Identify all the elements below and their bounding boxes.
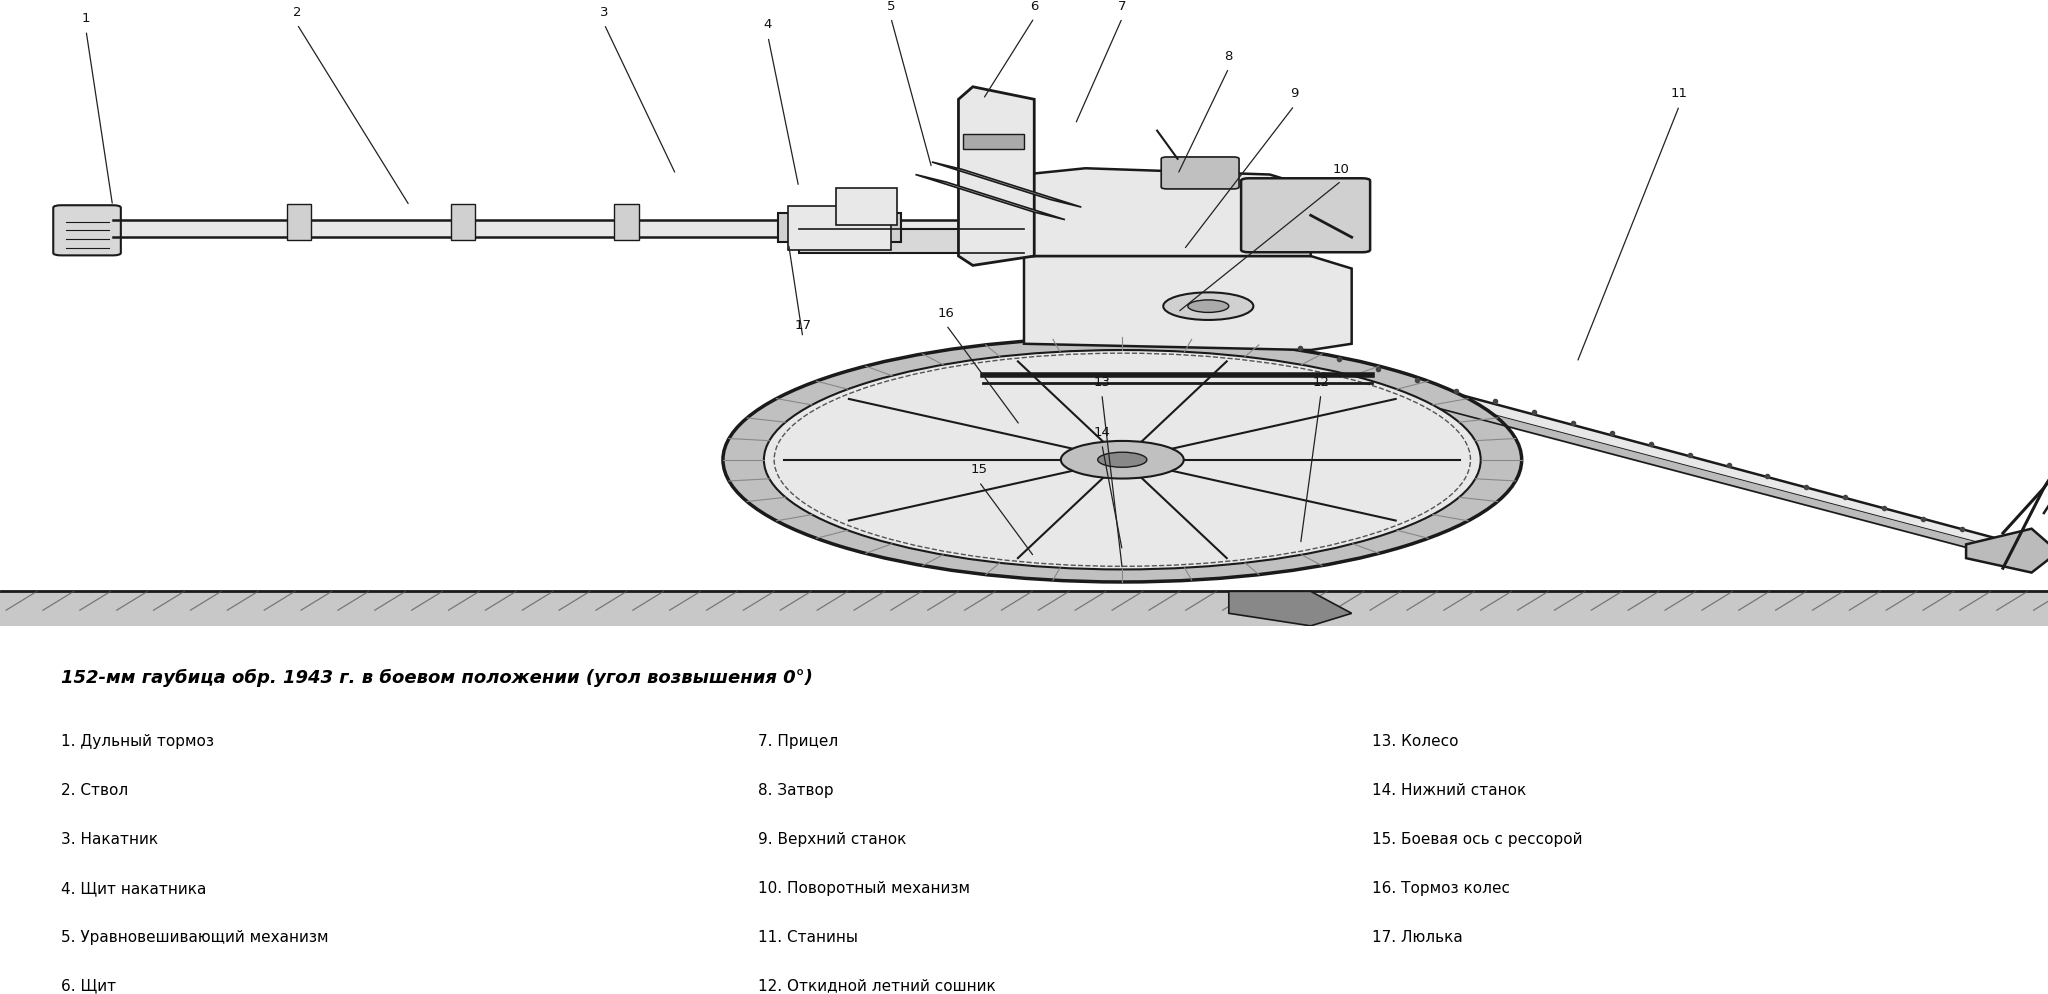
Text: 2. Ствол: 2. Ствол xyxy=(61,782,129,797)
Text: 8. Затвор: 8. Затвор xyxy=(758,782,834,797)
Text: 15: 15 xyxy=(971,463,987,476)
Text: 4. Щит накатника: 4. Щит накатника xyxy=(61,880,207,895)
FancyBboxPatch shape xyxy=(614,205,639,242)
FancyBboxPatch shape xyxy=(778,214,901,243)
Text: 10: 10 xyxy=(1333,162,1350,175)
Text: 9. Верхний станок: 9. Верхний станок xyxy=(758,831,905,846)
Circle shape xyxy=(723,338,1522,582)
FancyBboxPatch shape xyxy=(287,205,311,242)
Text: 11. Станины: 11. Станины xyxy=(758,928,858,944)
FancyBboxPatch shape xyxy=(1161,158,1239,190)
Text: 8: 8 xyxy=(1225,50,1233,63)
Text: 14. Нижний станок: 14. Нижний станок xyxy=(1372,782,1526,797)
Circle shape xyxy=(1098,452,1147,468)
Text: 6. Щит: 6. Щит xyxy=(61,978,117,993)
FancyBboxPatch shape xyxy=(836,189,897,226)
Polygon shape xyxy=(932,163,1081,208)
FancyBboxPatch shape xyxy=(1241,179,1370,253)
Polygon shape xyxy=(1270,345,2007,551)
FancyBboxPatch shape xyxy=(53,206,121,256)
FancyBboxPatch shape xyxy=(788,207,891,250)
Text: 1: 1 xyxy=(82,12,90,25)
Text: 17. Люлька: 17. Люлька xyxy=(1372,928,1462,944)
Text: 10. Поворотный механизм: 10. Поворотный механизм xyxy=(758,880,971,895)
Text: 12. Откидной летний сошник: 12. Откидной летний сошник xyxy=(758,978,995,993)
Text: 16. Тормоз колес: 16. Тормоз колес xyxy=(1372,880,1509,895)
Text: 6: 6 xyxy=(1030,0,1038,13)
Text: 3. Накатник: 3. Накатник xyxy=(61,831,158,846)
Text: 15. Боевая ось с рессорой: 15. Боевая ось с рессорой xyxy=(1372,831,1583,846)
Circle shape xyxy=(1163,293,1253,321)
Text: 7: 7 xyxy=(1118,0,1126,13)
Circle shape xyxy=(1061,441,1184,479)
Text: 7. Прицел: 7. Прицел xyxy=(758,734,838,748)
FancyBboxPatch shape xyxy=(799,230,963,253)
Text: 12: 12 xyxy=(1313,376,1329,389)
Polygon shape xyxy=(1966,529,2048,573)
Text: 13: 13 xyxy=(1094,376,1110,389)
Text: 9: 9 xyxy=(1290,87,1298,100)
Polygon shape xyxy=(915,175,1065,221)
Text: 152-мм гаубица обр. 1943 г. в боевом положении (угол возвышения 0°): 152-мм гаубица обр. 1943 г. в боевом пол… xyxy=(61,668,813,687)
Polygon shape xyxy=(1229,591,1352,626)
Text: 4: 4 xyxy=(764,18,772,31)
FancyBboxPatch shape xyxy=(963,134,1024,150)
Circle shape xyxy=(764,351,1481,570)
Text: 16: 16 xyxy=(938,306,954,319)
Text: 17: 17 xyxy=(795,319,811,332)
Polygon shape xyxy=(1024,256,1352,351)
Polygon shape xyxy=(958,87,1034,266)
Text: 3: 3 xyxy=(600,6,608,19)
Circle shape xyxy=(1188,300,1229,313)
Text: 2: 2 xyxy=(293,6,301,19)
Text: 13. Колесо: 13. Колесо xyxy=(1372,734,1458,748)
Text: 5. Уравновешивающий механизм: 5. Уравновешивающий механизм xyxy=(61,928,330,944)
Polygon shape xyxy=(1024,169,1311,256)
FancyBboxPatch shape xyxy=(451,205,475,242)
Text: 5: 5 xyxy=(887,0,895,13)
Text: 1. Дульный тормоз: 1. Дульный тормоз xyxy=(61,734,215,748)
Text: 11: 11 xyxy=(1671,87,1688,100)
Text: 14: 14 xyxy=(1094,425,1110,438)
